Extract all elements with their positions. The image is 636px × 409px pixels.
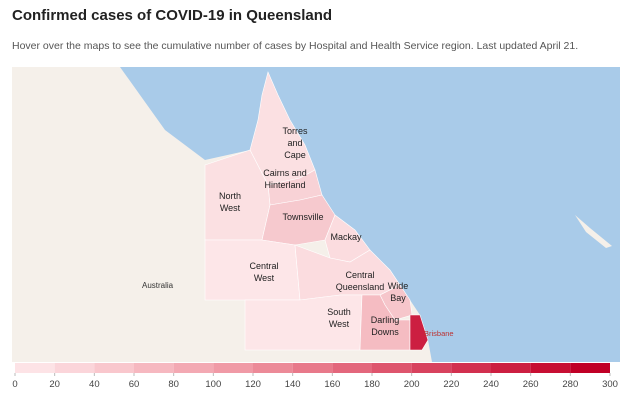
country-label: Australia bbox=[142, 281, 174, 290]
legend-tick-label: 240 bbox=[483, 379, 499, 390]
legend-tick-label: 60 bbox=[129, 379, 140, 390]
legend-tick-label: 20 bbox=[49, 379, 60, 390]
region-label: Central Queensland bbox=[336, 270, 385, 292]
city-label: Brisbane bbox=[424, 329, 454, 338]
legend-tick-label: 100 bbox=[205, 379, 221, 390]
legend-swatch bbox=[134, 363, 174, 373]
legend-tick-label: 200 bbox=[404, 379, 420, 390]
legend-tick-label: 80 bbox=[168, 379, 179, 390]
legend-swatch bbox=[253, 363, 293, 373]
regions bbox=[204, 71, 429, 351]
legend-swatch bbox=[292, 363, 333, 373]
legend: 0 20 40 60 80 100 120 140 160 180 200 220 240 260 280 3… bbox=[12, 363, 618, 390]
legend-tick-label: 160 bbox=[324, 379, 340, 390]
legend-tick-label: 120 bbox=[245, 379, 261, 390]
legend-tick-label: 220 bbox=[443, 379, 459, 390]
legend-tick-label: 180 bbox=[364, 379, 380, 390]
region-label: Cairns and Hinterland bbox=[263, 168, 307, 190]
legend-tick-label: 140 bbox=[285, 379, 301, 390]
region-label: Central West bbox=[249, 261, 278, 283]
legend-swatch bbox=[491, 363, 531, 373]
region-label: Torres and Cape bbox=[282, 126, 308, 160]
region-label: North West bbox=[219, 191, 241, 213]
region-label: South West bbox=[327, 307, 351, 329]
legend-swatch bbox=[570, 363, 610, 373]
legend-tick-label: 260 bbox=[523, 379, 539, 390]
legend-tick-label: 280 bbox=[562, 379, 578, 390]
legend-swatch bbox=[530, 363, 571, 373]
subtitle: Hover over the maps to see the cumulativ… bbox=[12, 40, 578, 52]
island bbox=[575, 215, 612, 248]
legend-swatch bbox=[213, 363, 253, 373]
legend-swatch bbox=[451, 363, 491, 373]
legend-tick-label: 40 bbox=[89, 379, 100, 390]
region-label: Darling Downs bbox=[371, 315, 400, 337]
legend-swatch bbox=[332, 363, 372, 373]
region-label: Townsville bbox=[282, 212, 323, 222]
legend-swatch bbox=[411, 363, 452, 373]
legend-swatch bbox=[54, 363, 95, 373]
legend-tick-label: 0 bbox=[12, 379, 17, 390]
legend-swatch bbox=[94, 363, 134, 373]
legend-swatch bbox=[15, 363, 55, 373]
legend-tick-label: 300 bbox=[602, 379, 618, 390]
legend-swatch bbox=[173, 363, 214, 373]
region-label: Wide Bay bbox=[388, 281, 409, 303]
region-metro[interactable] bbox=[409, 314, 429, 351]
legend-swatch bbox=[372, 363, 412, 373]
region-darling-downs[interactable] bbox=[359, 294, 411, 351]
title: Confirmed cases of COVID-19 in Queenslan… bbox=[12, 7, 332, 24]
region-label: Mackay bbox=[330, 232, 362, 242]
